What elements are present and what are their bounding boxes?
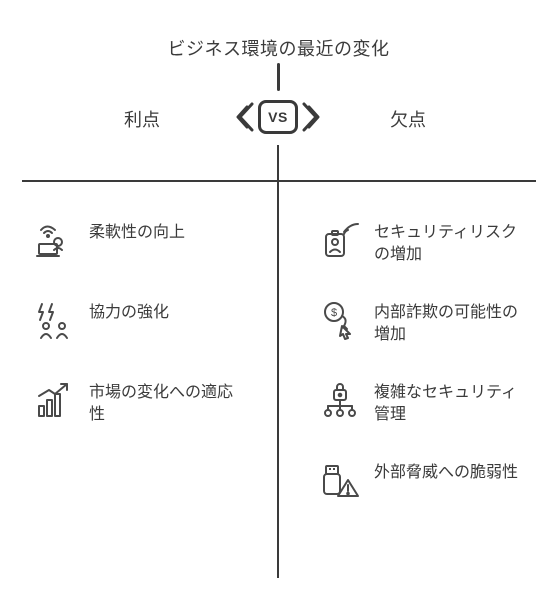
svg-text:$: $: [331, 307, 337, 319]
chevron-left-icon: [236, 102, 254, 132]
chevron-right-icon: [302, 102, 320, 132]
vertical-divider: [277, 145, 279, 578]
pro-item-label: 協力の強化: [89, 300, 169, 324]
con-item: $ 内部詐欺の可能性の増加: [320, 300, 524, 345]
remote-worker-icon: [35, 220, 75, 260]
growth-chart-icon: [35, 380, 75, 420]
fraud-click-dollar-icon: $: [320, 300, 360, 340]
left-column-header: 利点: [124, 106, 160, 132]
con-item-label: 内部詐欺の可能性の増加: [374, 300, 524, 345]
id-badge-hand-icon: [320, 220, 360, 260]
team-energy-icon: [35, 300, 75, 340]
pro-item-label: 市場の変化への適応性: [89, 380, 239, 425]
con-item: セキュリティリスクの増加: [320, 220, 524, 265]
con-item: 外部脅威への脆弱性: [320, 460, 518, 500]
con-item: 複雑なセキュリティ管理: [320, 380, 524, 425]
right-column-header: 欠点: [390, 106, 426, 132]
pro-item-label: 柔軟性の向上: [89, 220, 185, 244]
pro-item: 市場の変化への適応性: [35, 380, 239, 425]
con-item-label: 複雑なセキュリティ管理: [374, 380, 524, 425]
diagram-title: ビジネス環境の最近の変化: [0, 35, 557, 61]
pro-item: 協力の強化: [35, 300, 169, 340]
vs-label: VS: [258, 100, 298, 134]
con-item-label: セキュリティリスクの増加: [374, 220, 524, 265]
pro-item: 柔軟性の向上: [35, 220, 185, 260]
usb-warning-icon: [320, 460, 360, 500]
con-item-label: 外部脅威への脆弱性: [374, 460, 518, 484]
horizontal-divider: [22, 180, 536, 182]
vs-badge: VS: [238, 94, 318, 140]
title-stem-line: [277, 63, 280, 91]
lock-network-icon: [320, 380, 360, 420]
diagram-canvas: ビジネス環境の最近の変化 VS 利点 欠点: [0, 0, 557, 592]
